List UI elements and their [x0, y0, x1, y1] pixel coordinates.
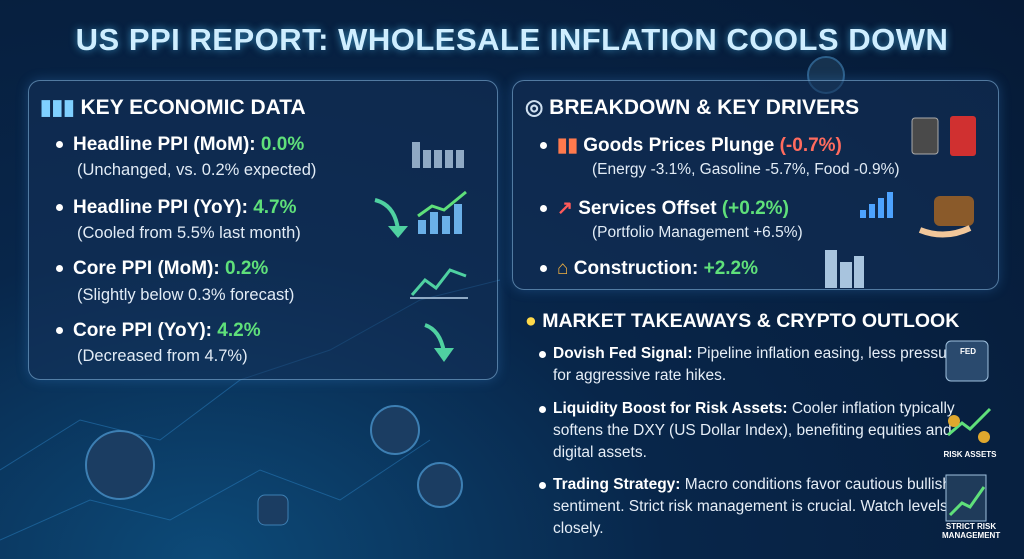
takeaway-item: Dovish Fed Signal: Pipeline inflation ea… — [539, 343, 973, 387]
data-item: Core PPI (YoY): 4.2% — [56, 320, 261, 342]
key-data-icons — [374, 142, 468, 362]
item-label: Core PPI (MoM): — [73, 258, 220, 279]
item-note: (Unchanged, vs. 0.2% expected) — [77, 161, 317, 179]
data-item: Core PPI (MoM): 0.2% — [56, 258, 268, 280]
item-note: (Energy -3.1%, Gasoline -5.7%, Food -0.9… — [592, 161, 900, 178]
heading-text: MARKET TAKEAWAYS & CRYPTO OUTLOOK — [542, 310, 960, 332]
item-text: Macro conditions favor cautious bullish … — [553, 476, 951, 537]
icon-label: FED — [960, 347, 976, 356]
item-label: Headline PPI (YoY): — [73, 197, 248, 218]
item-value: (-0.7%) — [779, 135, 842, 156]
takeaway-item: Trading Strategy: Macro conditions favor… — [539, 474, 973, 540]
item-value: (+0.2%) — [721, 198, 789, 219]
item-value: 0.0% — [260, 134, 305, 155]
icon-label: RISK ASSETS — [943, 450, 997, 459]
item-label: Dovish Fed Signal: — [553, 345, 693, 362]
section-heading: ● MARKET TAKEAWAYS & CRYPTO OUTLOOK — [525, 310, 960, 332]
icon-label: STRICT RISK MANAGEMENT — [942, 522, 1001, 540]
item-label: Construction: — [573, 258, 699, 279]
item-value: 4.7% — [253, 197, 297, 218]
item-value: +2.2% — [703, 258, 758, 279]
breakdown-icons — [825, 116, 976, 288]
item-note: (Portfolio Management +6.5%) — [592, 224, 803, 241]
item-text: Cooler inflation typically softens the D… — [553, 400, 955, 461]
panel-heading: ◎ BREAKDOWN & KEY DRIVERS — [525, 96, 860, 119]
item-label: Headline PPI (MoM): — [73, 134, 256, 155]
breakdown-panel — [512, 80, 999, 290]
data-item: Headline PPI (MoM): 0.0% — [56, 134, 304, 156]
item-value: 0.2% — [225, 258, 269, 279]
heading-text: KEY ECONOMIC DATA — [80, 96, 306, 119]
item-label: Core PPI (YoY): — [73, 320, 212, 341]
panel-heading: ▮▮▮ KEY ECONOMIC DATA — [40, 96, 306, 119]
data-item: Headline PPI (YoY): 4.7% — [56, 197, 297, 219]
title: US PPI REPORT: WHOLESALE INFLATION COOLS… — [75, 22, 949, 57]
item-label: Liquidity Boost for Risk Assets: — [553, 400, 788, 417]
driver-item: ▮▮ Goods Prices Plunge (-0.7%) — [540, 134, 842, 157]
item-label: Services Offset — [578, 198, 717, 219]
item-note: (Slightly below 0.3% forecast) — [77, 286, 295, 304]
takeaway-item: Liquidity Boost for Risk Assets: Cooler … — [539, 398, 973, 464]
item-note: (Cooled from 5.5% last month) — [77, 224, 301, 242]
item-label: Goods Prices Plunge — [583, 135, 775, 156]
heading-text: BREAKDOWN & KEY DRIVERS — [549, 96, 860, 119]
item-value: 4.2% — [217, 320, 261, 341]
item-text: Pipeline inflation easing, less pressure… — [553, 345, 961, 384]
item-note: (Decreased from 4.7%) — [77, 347, 248, 365]
takeaway-icons — [945, 340, 992, 522]
driver-item: ↗ Services Offset (+0.2%) — [540, 197, 789, 220]
driver-item: ⌂ Construction: +2.2% — [540, 258, 758, 280]
item-label: Trading Strategy: — [553, 476, 681, 493]
